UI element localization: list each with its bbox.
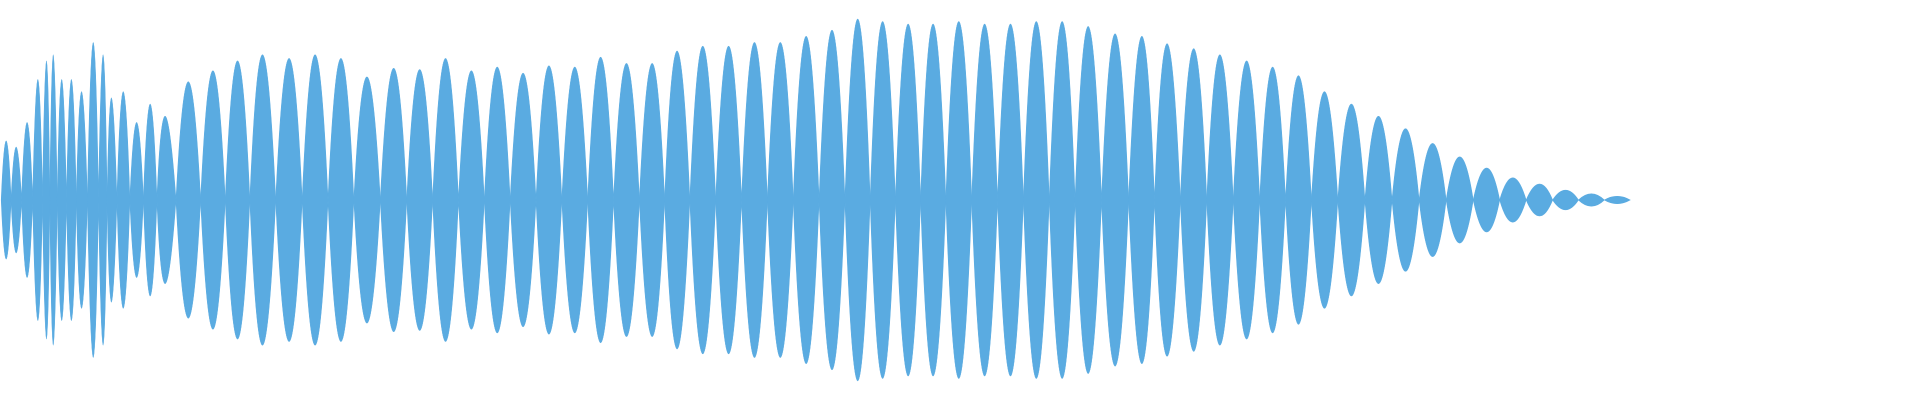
- wave-lobe: [1311, 91, 1339, 309]
- wave-lobe: [249, 54, 276, 346]
- wave-lobe: [1578, 193, 1605, 207]
- wave-lobe: [535, 65, 563, 335]
- wave-lobe: [587, 56, 614, 344]
- wave-lobe: [156, 116, 177, 284]
- wave-lobe: [639, 63, 665, 337]
- wave-lobe: [741, 42, 768, 358]
- wave-lobe: [1259, 66, 1286, 334]
- wave-lobe: [1048, 21, 1076, 379]
- wave-lobe: [1180, 48, 1208, 352]
- wave-lobe: [1232, 60, 1260, 340]
- wave-lobe: [200, 70, 226, 330]
- wave-lobe: [1364, 116, 1393, 284]
- wave-lobe: [844, 19, 871, 381]
- wave-lobe: [301, 54, 329, 346]
- wave-lobe: [920, 23, 947, 377]
- wave-lobe: [1285, 75, 1312, 325]
- wave-lobe: [458, 70, 485, 330]
- wave-lobe: [143, 104, 158, 296]
- wave-lobe: [613, 63, 640, 337]
- wave-lobe: [971, 23, 998, 377]
- wave-lobe: [275, 58, 303, 342]
- wave-lobe: [49, 54, 58, 346]
- wave-lobe: [509, 73, 537, 327]
- wave-lobe: [1418, 143, 1447, 257]
- wave-lobe: [997, 23, 1024, 377]
- wave-lobe: [895, 23, 921, 377]
- wave-lobe: [792, 36, 820, 364]
- wave-lobe: [869, 21, 896, 379]
- wave-lobe: [818, 29, 846, 371]
- wave-lobe: [1552, 189, 1579, 211]
- wave-lobe: [1154, 43, 1181, 357]
- wave-lobe: [767, 42, 794, 358]
- wave-lobe: [664, 51, 691, 349]
- wave-lobe: [945, 21, 972, 379]
- wave-lobe: [1603, 196, 1631, 204]
- wave-lobe: [380, 68, 408, 332]
- wave-lobe: [1472, 167, 1500, 233]
- wave-lobe: [1391, 128, 1420, 272]
- wave-lobe: [76, 91, 88, 309]
- wave-lobe: [224, 60, 251, 340]
- wave-lobe: [561, 66, 588, 334]
- wave-lobe: [406, 69, 433, 331]
- wave-lobe: [87, 42, 99, 358]
- wave-lobe: [56, 79, 67, 321]
- wave-lobe: [432, 58, 459, 342]
- wave-lobe: [1525, 183, 1553, 217]
- wave-lobe: [1128, 36, 1155, 364]
- wave-lobe: [129, 122, 144, 278]
- wave-lobe: [106, 97, 118, 303]
- wave-lobe: [32, 79, 43, 321]
- wave-lobe: [21, 122, 33, 278]
- wave-lobe: [353, 76, 381, 324]
- wave-lobe: [715, 46, 742, 354]
- wave-lobe: [42, 60, 51, 340]
- wave-lobe: [98, 54, 108, 346]
- wave-lobe: [175, 81, 201, 319]
- wave-lobe: [484, 66, 511, 334]
- wave-lobe: [1445, 156, 1474, 244]
- wave-lobe: [1337, 104, 1366, 296]
- wave-lobe: [1101, 33, 1129, 367]
- wave-lobe: [0, 140, 12, 260]
- wave-lobe: [1023, 21, 1050, 379]
- wave-lobe: [66, 79, 77, 321]
- wave-lobe: [116, 91, 131, 309]
- wave-lobe: [689, 46, 716, 354]
- wave-lobe: [1499, 177, 1527, 223]
- wave-lobe: [1206, 54, 1234, 346]
- wave-lobe: [10, 147, 22, 253]
- wave-lobe: [1074, 26, 1102, 374]
- wave-lobe: [327, 58, 355, 342]
